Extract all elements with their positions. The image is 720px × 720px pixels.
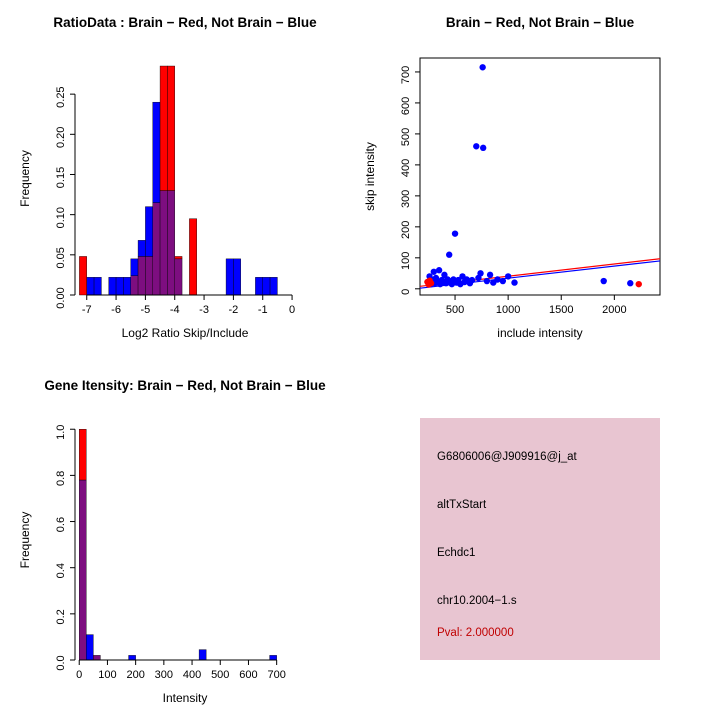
- intensity-scatter-xtick: 500: [446, 304, 464, 316]
- info-pval: Pval: 2.000000: [437, 627, 514, 639]
- gene-intensity-histogram-ytick: 0.2: [55, 609, 67, 624]
- ratio-histogram-xtick: -4: [170, 304, 180, 316]
- info-panel: G6806006@J909916@j_at altTxStart Echdc1 …: [360, 360, 720, 720]
- gene-intensity-histogram-ylabel: Frequency: [18, 512, 32, 569]
- intensity-scatter-ytick: 300: [400, 190, 412, 208]
- intensity-scatter-panel: Brain − Red, Not Brain − Blue 500 1000 1500…: [360, 0, 720, 360]
- ratio-histogram-chart: RatioData : Brain − Red, Not Brain − Blu…: [18, 15, 317, 340]
- ratio-histogram-ytick: 0.20: [55, 127, 67, 148]
- gene-intensity-histogram-xtick: 100: [98, 669, 116, 681]
- gene-intensity-histogram-xtick: 600: [239, 669, 257, 681]
- intensity-scatter-xtick: 1500: [549, 304, 573, 316]
- intensity-scatter-ytick: 700: [400, 66, 412, 84]
- ratio-histogram-xtick: 0: [289, 304, 295, 316]
- gene-intensity-histogram-panel: Gene Itensity: Brain − Red, Not Brain − …: [0, 360, 360, 720]
- ratio-histogram-xtick: -2: [229, 304, 239, 316]
- intensity-scatter-ytick: 400: [400, 159, 412, 177]
- ratio-histogram-ytick: 0.25: [55, 86, 67, 107]
- gene-intensity-histogram-xtick: 400: [183, 669, 201, 681]
- gene-intensity-histogram-xtick: 200: [126, 669, 144, 681]
- ratio-histogram-xtick: -5: [141, 304, 151, 316]
- intensity-scatter-ytick: 100: [400, 252, 412, 270]
- gene-intensity-histogram-xtick: 700: [267, 669, 285, 681]
- info-probe-id: G6806006@J909916@j_at: [437, 451, 577, 463]
- info-gene-symbol: Echdc1: [437, 547, 476, 559]
- intensity-scatter-ytick: 0: [400, 289, 412, 295]
- ratio-histogram-xtick: -3: [199, 304, 209, 316]
- ratio-histogram-xtick: -7: [82, 304, 92, 316]
- gene-intensity-histogram-ytick: 1.0: [55, 425, 67, 440]
- gene-intensity-histogram-xlabel: Intensity: [163, 691, 208, 705]
- ratio-histogram-xtick: -1: [258, 304, 268, 316]
- gene-intensity-histogram-xtick: 500: [211, 669, 229, 681]
- gene-intensity-histogram-chart: Gene Itensity: Brain − Red, Not Brain − …: [18, 378, 326, 705]
- intensity-scatter-title: Brain − Red, Not Brain − Blue: [446, 15, 635, 30]
- intensity-scatter-ylabel: skip intensity: [363, 142, 377, 211]
- ratio-histogram-ylabel: Frequency: [18, 150, 32, 207]
- ratio-histogram-title: RatioData : Brain − Red, Not Brain − Blu…: [53, 15, 317, 30]
- ratio-histogram-xtick: -6: [111, 304, 121, 316]
- ratio-histogram-xlabel: Log2 Ratio Skip/Include: [122, 326, 249, 340]
- intensity-scatter-xtick: 1000: [496, 304, 520, 316]
- gene-intensity-histogram-xtick: 300: [155, 669, 173, 681]
- gene-intensity-histogram-ytick: 0.4: [55, 563, 67, 578]
- gene-intensity-histogram-ytick: 0.6: [55, 517, 67, 532]
- ratio-histogram-ytick: 0.10: [55, 207, 67, 228]
- ratio-histogram-ytick: 0.05: [55, 247, 67, 268]
- ratio-histogram-panel: RatioData : Brain − Red, Not Brain − Blu…: [0, 0, 360, 360]
- intensity-scatter-ytick: 200: [400, 221, 412, 239]
- gene-intensity-histogram-xtick: 0: [76, 669, 82, 681]
- info-event-type: altTxStart: [437, 499, 487, 511]
- ratio-histogram-ytick: 0.00: [55, 287, 67, 308]
- intensity-scatter-xtick: 2000: [602, 304, 626, 316]
- gene-intensity-histogram-ytick: 0.8: [55, 471, 67, 486]
- intensity-scatter-ytick: 500: [400, 128, 412, 146]
- info-box: G6806006@J909916@j_at altTxStart Echdc1 …: [420, 418, 660, 660]
- gene-intensity-histogram-title: Gene Itensity: Brain − Red, Not Brain − …: [44, 378, 326, 393]
- intensity-scatter-xlabel: include intensity: [497, 326, 582, 340]
- info-location: chr10.2004−1.s: [437, 595, 517, 607]
- ratio-histogram-ytick: 0.15: [55, 167, 67, 188]
- intensity-scatter-ytick: 600: [400, 97, 412, 115]
- gene-intensity-histogram-ytick: 0.0: [55, 655, 67, 670]
